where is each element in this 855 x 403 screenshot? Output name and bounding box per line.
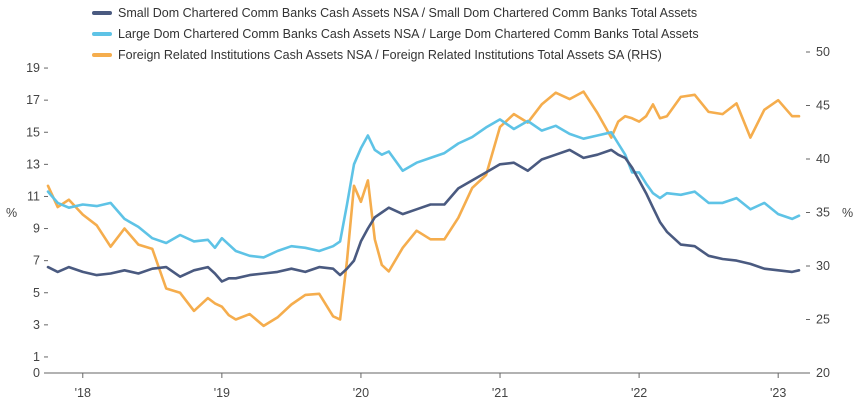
right-tick-label: 25 — [816, 313, 830, 327]
legend-swatch — [92, 31, 112, 36]
x-tick-label: '19 — [214, 386, 230, 400]
left-tick-label: 7 — [33, 254, 40, 268]
legend-item-small-dom-banks: Small Dom Chartered Comm Banks Cash Asse… — [92, 2, 699, 23]
left-tick-label: 15 — [26, 125, 40, 139]
left-tick-label: 3 — [33, 318, 40, 332]
left-axis-unit: % — [6, 206, 17, 220]
legend-item-foreign-institutions: Foreign Related Institutions Cash Assets… — [92, 44, 699, 65]
legend-label: Large Dom Chartered Comm Banks Cash Asse… — [118, 26, 699, 41]
x-tick-label: '21 — [492, 386, 508, 400]
left-tick-label: 13 — [26, 157, 40, 171]
legend-label: Foreign Related Institutions Cash Assets… — [118, 47, 662, 62]
right-tick-label: 40 — [816, 152, 830, 166]
x-axis-ticks: '18 '19 '20 '21 '22 '23 — [75, 373, 786, 400]
left-tick-label: 0 — [33, 366, 40, 380]
right-axis-ticks: 20 25 30 35 40 45 50 — [806, 45, 830, 380]
left-tick-label: 1 — [33, 350, 40, 364]
x-tick-label: '23 — [770, 386, 786, 400]
legend-swatch — [92, 52, 112, 57]
right-tick-label: 50 — [816, 45, 830, 59]
foreign-institutions-line — [46, 90, 801, 328]
large-dom-banks-line — [46, 118, 801, 259]
x-tick-label: '20 — [353, 386, 369, 400]
left-tick-label: 9 — [33, 222, 40, 236]
right-tick-label: 20 — [816, 366, 830, 380]
legend-item-large-dom-banks: Large Dom Chartered Comm Banks Cash Asse… — [92, 23, 699, 44]
legend-swatch — [92, 10, 112, 15]
left-tick-label: 5 — [33, 286, 40, 300]
left-tick-label: 17 — [26, 93, 40, 107]
legend: Small Dom Chartered Comm Banks Cash Asse… — [92, 2, 699, 65]
x-tick-label: '18 — [75, 386, 91, 400]
x-tick-label: '22 — [631, 386, 647, 400]
legend-label: Small Dom Chartered Comm Banks Cash Asse… — [118, 5, 698, 20]
series-lines — [46, 90, 801, 328]
right-tick-label: 45 — [816, 99, 830, 113]
small-dom-banks-line — [46, 148, 801, 283]
right-axis-unit: % — [842, 206, 853, 220]
right-tick-label: 35 — [816, 206, 830, 220]
left-tick-label: 19 — [26, 61, 40, 75]
right-tick-label: 30 — [816, 259, 830, 273]
left-tick-label: 11 — [27, 189, 40, 203]
